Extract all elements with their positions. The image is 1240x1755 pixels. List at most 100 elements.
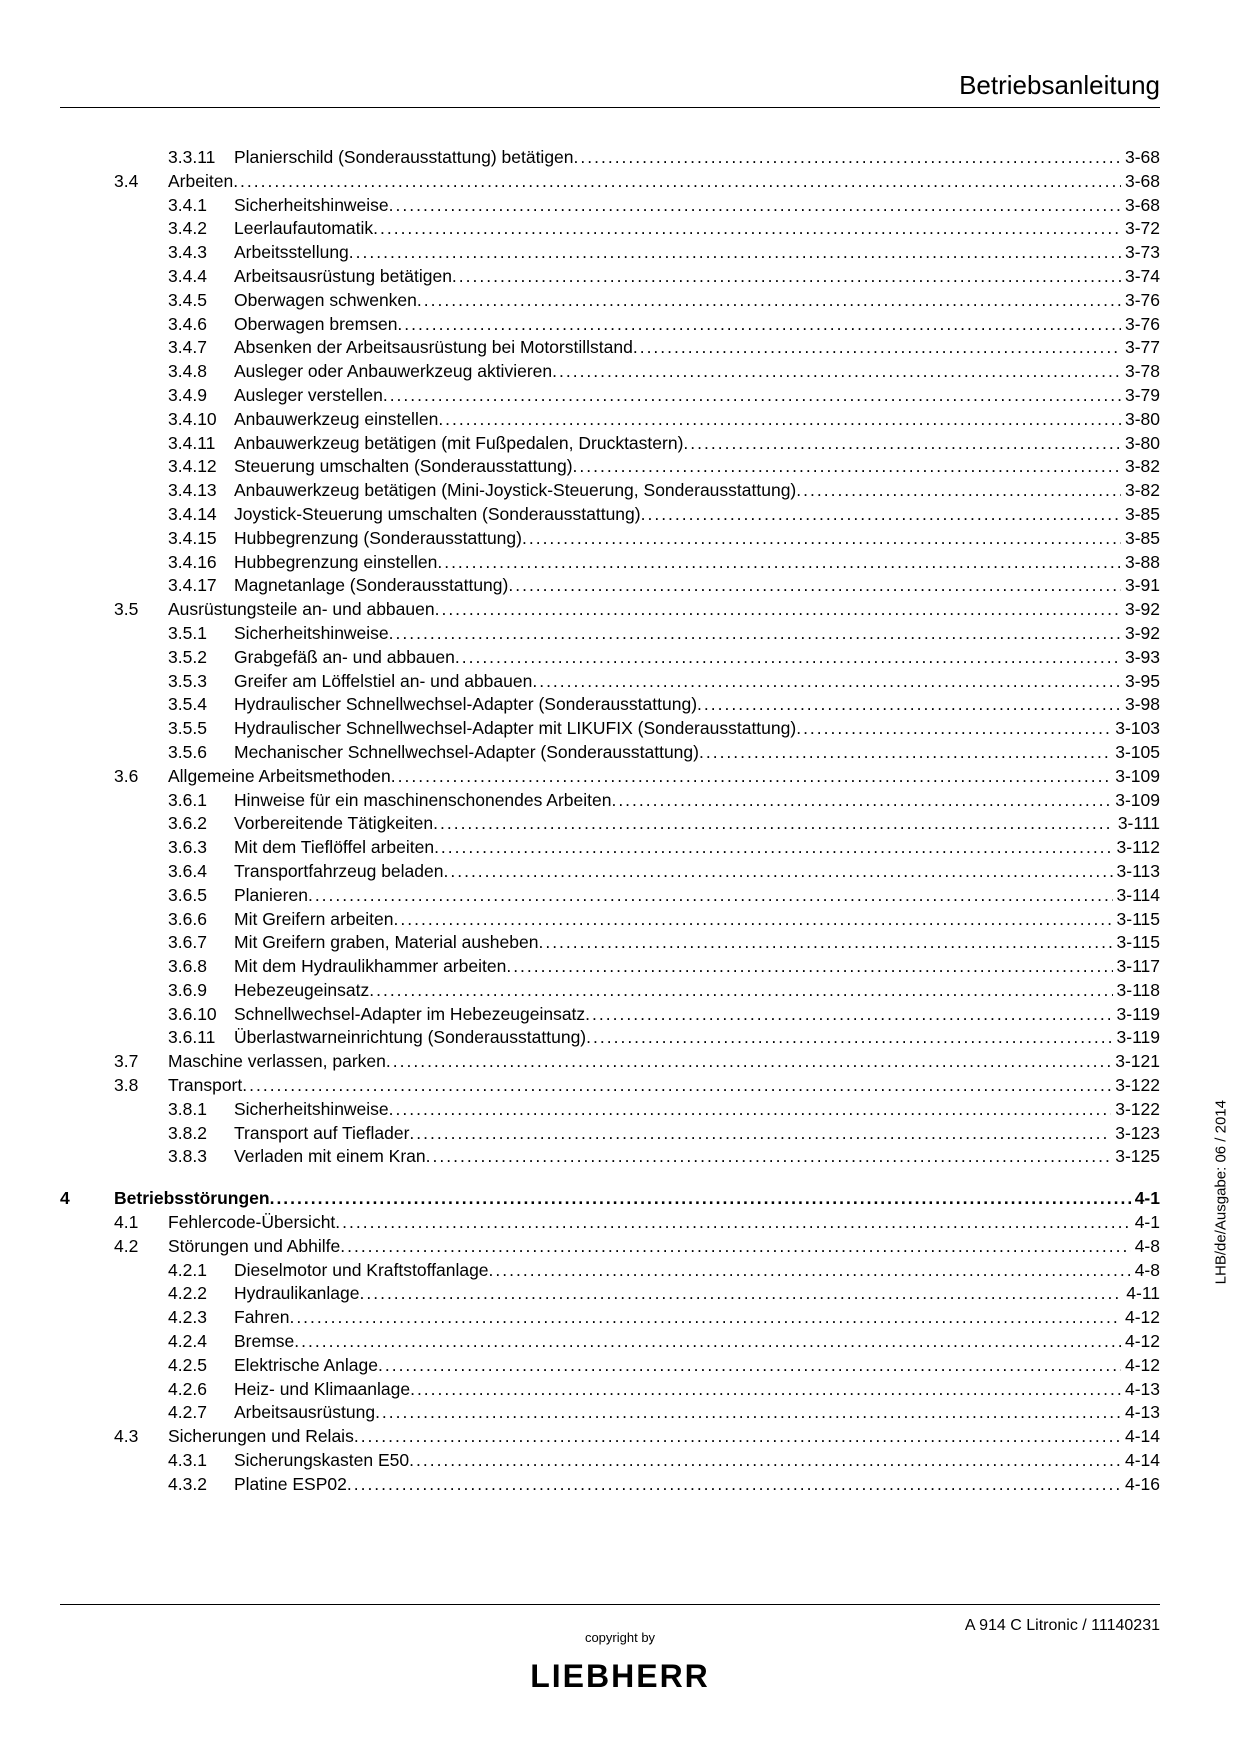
toc-leader xyxy=(697,693,1121,717)
toc-leader xyxy=(270,1187,1131,1211)
toc-entry: 3.6.8Mit dem Hydraulikhammer arbeiten 3-… xyxy=(60,955,1160,979)
toc-entry: 3.6.6Mit Greifern arbeiten 3-115 xyxy=(60,908,1160,932)
toc-leader xyxy=(409,1449,1121,1473)
toc-title: Leerlaufautomatik xyxy=(234,217,373,241)
toc-title: Arbeitsausrüstung xyxy=(234,1401,375,1425)
toc-page: 4-8 xyxy=(1131,1235,1160,1259)
toc-leader xyxy=(683,432,1121,456)
edition-text: LHB/de/Ausgabe: 06 / 2014 xyxy=(1212,1100,1229,1284)
toc-entry: 3.8.2Transport auf Tieflader 3-123 xyxy=(60,1122,1160,1146)
toc-entry: 4.2.4Bremse 4-12 xyxy=(60,1330,1160,1354)
toc-number: 3.6.4 xyxy=(168,860,234,884)
toc-title: Transport xyxy=(168,1074,242,1098)
toc-page: 3-115 xyxy=(1113,931,1160,955)
toc-page: 3-82 xyxy=(1121,455,1160,479)
toc-number: 3.4.17 xyxy=(168,574,234,598)
toc-leader xyxy=(796,717,1111,741)
toc-leader xyxy=(426,1145,1112,1169)
toc-leader xyxy=(389,1098,1112,1122)
brand-logo: LIEBHERR xyxy=(0,1658,1240,1695)
toc-title: Grabgefäß an- und abbauen xyxy=(234,646,455,670)
toc-page: 3-93 xyxy=(1121,646,1160,670)
toc-page: 3-103 xyxy=(1111,717,1160,741)
toc-page: 3-118 xyxy=(1113,979,1160,1003)
toc-page: 3-121 xyxy=(1111,1050,1160,1074)
toc-title: Mit Greifern arbeiten xyxy=(234,908,394,932)
toc-entry: 3.3.11Planierschild (Sonderausstattung) … xyxy=(60,146,1160,170)
toc-title: Störungen und Abhilfe xyxy=(168,1235,340,1259)
toc-title: Planierschild (Sonderausstattung) betäti… xyxy=(234,146,574,170)
toc-leader xyxy=(452,265,1121,289)
toc-leader xyxy=(335,1211,1130,1235)
toc-number: 3.8.2 xyxy=(168,1122,234,1146)
toc-number: 3.6.1 xyxy=(168,789,234,813)
toc-number: 3.4.14 xyxy=(168,503,234,527)
toc-entry: 3.4.10Anbauwerkzeug einstellen 3-80 xyxy=(60,408,1160,432)
document-id: A 914 C Litronic / 11140231 xyxy=(965,1617,1160,1635)
toc-page: 3-122 xyxy=(1111,1098,1160,1122)
toc-entry: 3.4.1Sicherheitshinweise 3-68 xyxy=(60,194,1160,218)
toc-title: Arbeitsausrüstung betätigen xyxy=(234,265,452,289)
toc-leader xyxy=(386,1050,1111,1074)
toc-number: 3.4.11 xyxy=(168,432,234,456)
toc-page: 4-14 xyxy=(1121,1425,1160,1449)
toc-number: 3.4.9 xyxy=(168,384,234,408)
toc-entry: 3.5.1Sicherheitshinweise 3-92 xyxy=(60,622,1160,646)
toc-page: 3-68 xyxy=(1121,170,1160,194)
toc-number: 3.4.5 xyxy=(168,289,234,313)
toc-entry: 3.4Arbeiten 3-68 xyxy=(60,170,1160,194)
toc-leader xyxy=(538,931,1112,955)
toc-number: 3.4.15 xyxy=(168,527,234,551)
toc-page: 3-85 xyxy=(1121,527,1160,551)
toc-page: 3-72 xyxy=(1121,217,1160,241)
toc-title: Sicherheitshinweise xyxy=(234,622,389,646)
toc-entry: 4.2.5Elektrische Anlage 4-12 xyxy=(60,1354,1160,1378)
toc-page: 4-13 xyxy=(1121,1401,1160,1425)
toc-entry: 3.4.6Oberwagen bremsen 3-76 xyxy=(60,313,1160,337)
toc-page: 3-74 xyxy=(1121,265,1160,289)
toc-number: 3.4.3 xyxy=(168,241,234,265)
toc-page: 3-80 xyxy=(1121,408,1160,432)
toc-entry: 3.5.2Grabgefäß an- und abbauen 3-93 xyxy=(60,646,1160,670)
toc-leader xyxy=(522,527,1121,551)
toc-number: 3.4.8 xyxy=(168,360,234,384)
toc-leader xyxy=(633,336,1121,360)
toc-leader xyxy=(389,622,1121,646)
toc-entry: 4.3Sicherungen und Relais 4-14 xyxy=(60,1425,1160,1449)
toc-title: Schnellwechsel-Adapter im Hebezeugeinsat… xyxy=(234,1003,585,1027)
toc-title: Betriebsstörungen xyxy=(114,1187,270,1211)
toc-entry: 3.4.2Leerlaufautomatik 3-72 xyxy=(60,217,1160,241)
toc-entry: 4.2Störungen und Abhilfe 4-8 xyxy=(60,1235,1160,1259)
toc-title: Hydraulikanlage xyxy=(234,1282,360,1306)
toc-page: 3-109 xyxy=(1111,789,1160,813)
toc-leader xyxy=(437,551,1121,575)
toc-leader xyxy=(699,741,1111,765)
toc-entry: 3.5.4Hydraulischer Schnellwechsel-Adapte… xyxy=(60,693,1160,717)
toc-page: 3-85 xyxy=(1121,503,1160,527)
toc-number: 3.6.3 xyxy=(168,836,234,860)
toc-page: 3-119 xyxy=(1113,1003,1160,1027)
toc-number: 3.4.1 xyxy=(168,194,234,218)
toc-title: Sicherheitshinweise xyxy=(234,194,389,218)
toc-title: Hebezeugeinsatz xyxy=(234,979,369,1003)
table-of-contents: 3.3.11Planierschild (Sonderausstattung) … xyxy=(60,146,1160,1497)
toc-leader xyxy=(455,646,1121,670)
toc-title: Magnetanlage (Sonderausstattung) xyxy=(234,574,508,598)
page: Betriebsanleitung 3.3.11Planierschild (S… xyxy=(0,0,1240,1755)
toc-title: Sicherungen und Relais xyxy=(168,1425,354,1449)
toc-entry: 3.4.8Ausleger oder Anbauwerkzeug aktivie… xyxy=(60,360,1160,384)
toc-entry: 3.4.16Hubbegrenzung einstellen 3-88 xyxy=(60,551,1160,575)
toc-title: Überlastwarneinrichtung (Sonderausstattu… xyxy=(234,1026,586,1050)
toc-entry: 3.6Allgemeine Arbeitsmethoden 3-109 xyxy=(60,765,1160,789)
toc-title: Ausleger oder Anbauwerkzeug aktivieren xyxy=(234,360,552,384)
toc-leader xyxy=(354,1425,1121,1449)
toc-title: Mit dem Tieflöffel arbeiten xyxy=(234,836,434,860)
toc-entry: 3.6.11Überlastwarneinrichtung (Sonderaus… xyxy=(60,1026,1160,1050)
toc-leader xyxy=(360,1282,1123,1306)
toc-leader xyxy=(444,860,1113,884)
toc-number: 3.4.2 xyxy=(168,217,234,241)
toc-number: 3.8 xyxy=(114,1074,168,1098)
toc-title: Hydraulischer Schnellwechsel-Adapter mit… xyxy=(234,717,796,741)
toc-number: 3.6.2 xyxy=(168,812,234,836)
toc-entry: 3.6.1Hinweise für ein maschinenschonende… xyxy=(60,789,1160,813)
